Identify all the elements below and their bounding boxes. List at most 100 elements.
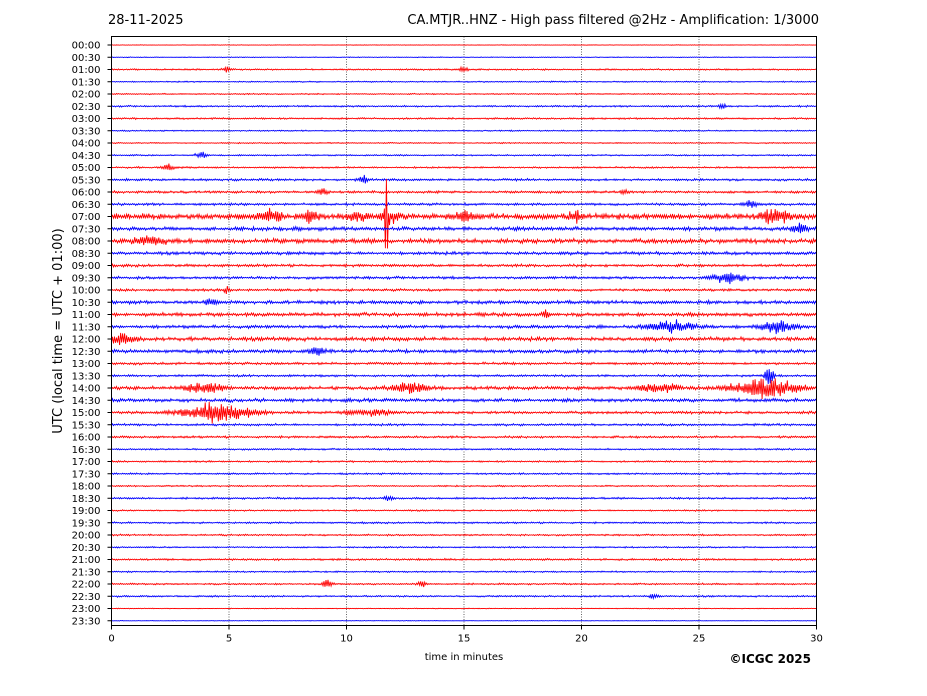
trace-row-0300 xyxy=(111,116,817,121)
y-tick-label: 01:30 xyxy=(72,77,101,88)
trace-rows xyxy=(111,44,817,622)
y-tick-label: 21:30 xyxy=(72,567,101,578)
trace-row-2100 xyxy=(111,557,817,562)
trace-row-1100 xyxy=(111,309,817,319)
trace-row-0200 xyxy=(111,92,817,96)
y-tick-label: 11:00 xyxy=(72,310,101,321)
y-axis-label: UTC (local time = UTC + 01:00) xyxy=(51,228,66,433)
chart-title: CA.MTJR..HNZ - High pass filtered @2Hz -… xyxy=(407,13,819,28)
chart-date: 28-11-2025 xyxy=(108,13,184,28)
trace-row-1030 xyxy=(111,298,817,307)
y-tick-label: 13:30 xyxy=(72,371,101,382)
y-tick-label: 17:00 xyxy=(72,457,101,468)
x-tick-label: 10 xyxy=(340,634,353,645)
y-tick-label: 10:00 xyxy=(72,286,101,297)
y-tick-label: 21:00 xyxy=(72,555,101,566)
copyright-label: ©ICGC 2025 xyxy=(729,652,811,666)
trace-row-1600 xyxy=(111,434,817,440)
trace-row-0230 xyxy=(111,102,817,110)
trace-row-0600 xyxy=(111,188,817,196)
y-tick-label: 15:00 xyxy=(72,408,101,419)
trace-row-0030 xyxy=(111,56,817,59)
trace-row-0100 xyxy=(111,65,817,73)
y-tick-label: 06:30 xyxy=(72,200,101,211)
y-tick-label: 18:30 xyxy=(72,494,101,505)
trace-row-1700 xyxy=(111,459,817,464)
trace-row-1900 xyxy=(111,508,817,512)
y-tick-label: 03:00 xyxy=(72,114,101,125)
trace-row-1830 xyxy=(111,494,817,502)
trace-row-1300 xyxy=(111,361,817,366)
y-tick-label: 16:30 xyxy=(72,445,101,456)
y-tick-label: 22:00 xyxy=(72,580,101,591)
x-tick-label: 0 xyxy=(108,634,114,645)
trace-row-2030 xyxy=(111,545,817,549)
trace-row-1430 xyxy=(111,397,817,404)
trace-row-1530 xyxy=(111,422,817,427)
trace-row-1200 xyxy=(111,332,817,346)
y-tick-label: 14:30 xyxy=(72,396,101,407)
y-tick-label: 17:30 xyxy=(72,469,101,480)
y-tick-label: 08:00 xyxy=(72,237,101,248)
trace-row-0930 xyxy=(111,272,817,285)
y-tick-label: 09:30 xyxy=(72,273,101,284)
y-tick-label: 02:30 xyxy=(72,102,101,113)
trace-row-1500 xyxy=(111,401,817,424)
y-tick-label: 09:00 xyxy=(72,261,101,272)
y-tick-label: 19:00 xyxy=(72,506,101,517)
x-tick-label: 25 xyxy=(693,634,706,645)
trace-row-2200 xyxy=(111,579,817,588)
trace-row-2330 xyxy=(111,620,817,622)
y-tick-label: 14:00 xyxy=(72,384,101,395)
y-tick-label: 07:00 xyxy=(72,212,101,223)
y-tick-label: 02:00 xyxy=(72,90,101,101)
x-tick-label: 30 xyxy=(810,634,823,645)
trace-row-1330 xyxy=(111,369,817,385)
y-tick-label: 05:00 xyxy=(72,163,101,174)
y-tick-label: 20:30 xyxy=(72,543,101,554)
y-tick-label: 12:00 xyxy=(72,335,101,346)
trace-row-1930 xyxy=(111,521,817,525)
y-tick-label: 04:00 xyxy=(72,139,101,150)
trace-row-1800 xyxy=(111,484,817,488)
trace-row-1230 xyxy=(111,347,817,356)
trace-row-0800 xyxy=(111,235,817,246)
trace-row-0500 xyxy=(111,163,817,171)
trace-row-0130 xyxy=(111,80,817,84)
y-tick-label: 12:30 xyxy=(72,347,101,358)
trace-row-2000 xyxy=(111,533,817,537)
trace-row-1730 xyxy=(111,472,817,476)
x-tick-label: 15 xyxy=(458,634,471,645)
x-ticks: 0 5 10 15 20 25 30 xyxy=(108,625,823,645)
trace-row-1630 xyxy=(111,447,817,451)
trace-row-0730 xyxy=(111,222,817,234)
y-tick-label: 16:00 xyxy=(72,433,101,444)
trace-row-0700 xyxy=(111,179,817,249)
trace-row-0400 xyxy=(111,141,817,145)
y-tick-label: 00:30 xyxy=(72,53,101,64)
y-tick-label: 18:00 xyxy=(72,482,101,493)
trace-row-0330 xyxy=(111,129,817,133)
y-tick-label: 15:30 xyxy=(72,420,101,431)
trace-row-1000 xyxy=(111,285,817,295)
trace-row-1130 xyxy=(111,319,817,335)
x-tick-label: 20 xyxy=(575,634,588,645)
y-tick-label: 13:00 xyxy=(72,359,101,370)
y-tick-label: 06:00 xyxy=(72,188,101,199)
trace-row-0830 xyxy=(111,250,817,257)
y-tick-label: 05:30 xyxy=(72,175,101,186)
trace-row-0430 xyxy=(111,151,817,159)
y-tick-label: 19:30 xyxy=(72,518,101,529)
y-tick-label: 08:30 xyxy=(72,249,101,260)
vertical-gridlines xyxy=(228,36,700,626)
y-tick-label: 23:30 xyxy=(72,616,101,627)
trace-row-1400 xyxy=(111,378,817,400)
y-tick-label: 11:30 xyxy=(72,322,101,333)
y-tick-label: 20:00 xyxy=(72,531,101,542)
trace-row-0530 xyxy=(111,174,817,184)
trace-row-2130 xyxy=(111,570,817,574)
y-tick-label: 07:30 xyxy=(72,224,101,235)
trace-row-2230 xyxy=(111,593,817,601)
